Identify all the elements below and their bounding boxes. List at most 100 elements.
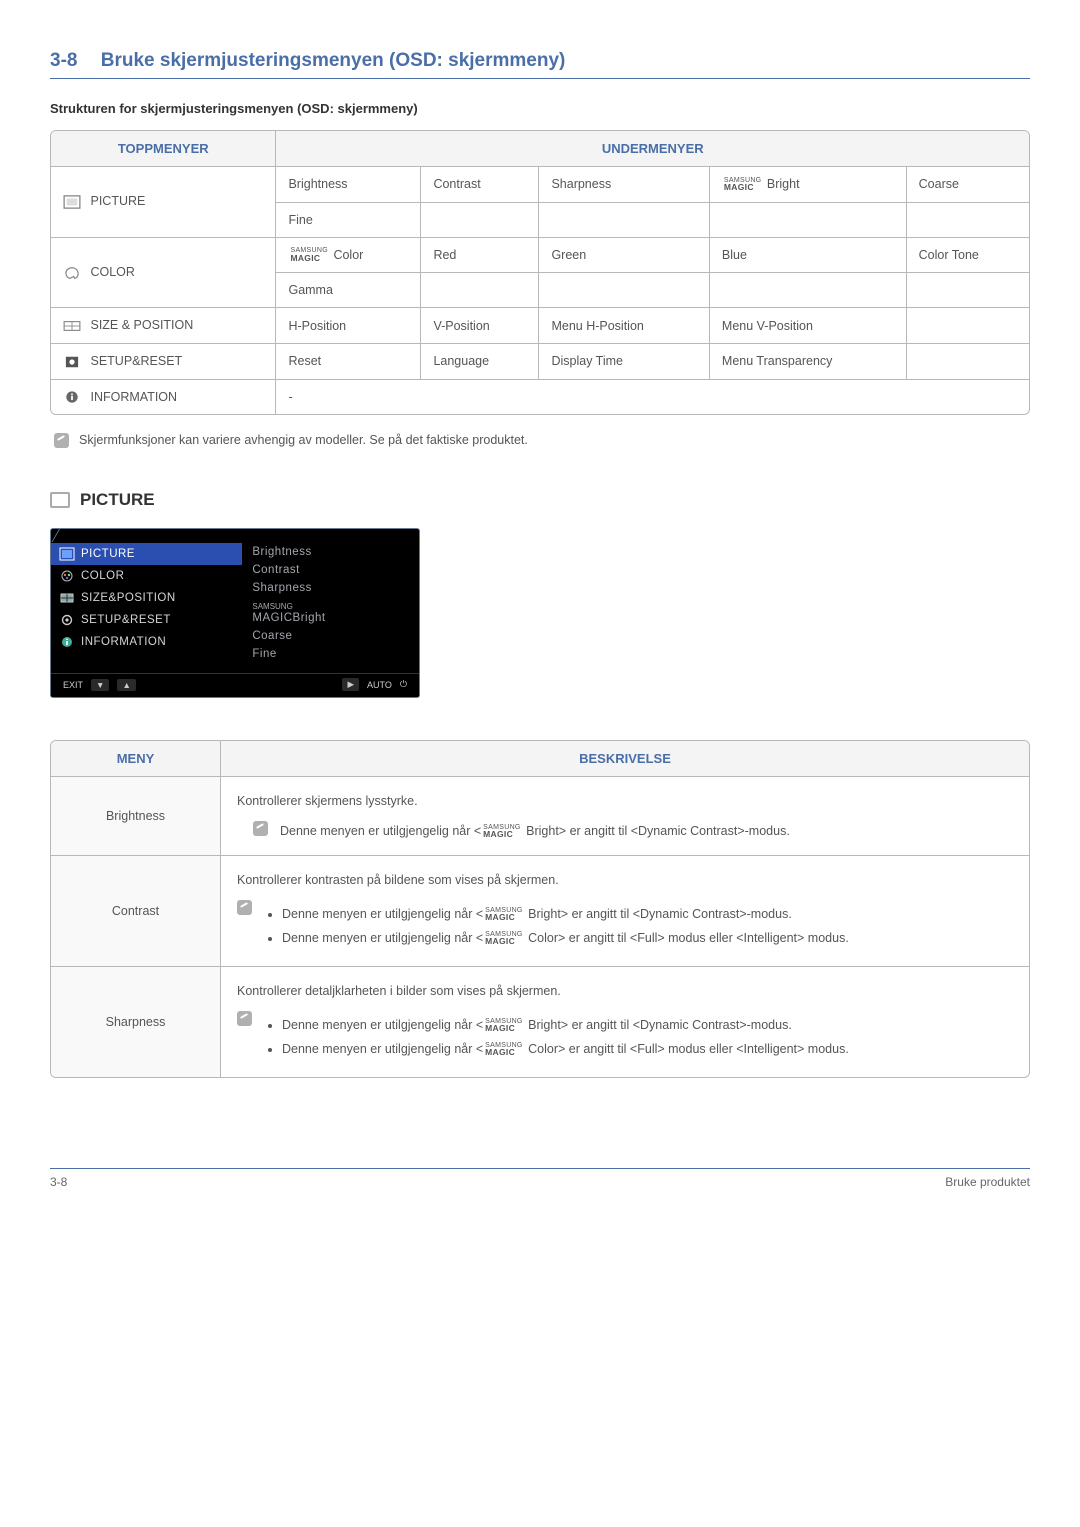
table-cell: Blue <box>710 238 907 274</box>
table-cell: H-Position <box>276 308 421 344</box>
osd-footer: EXIT ▼ ▲ ▶ AUTO ⏻ <box>51 673 419 697</box>
table-cell <box>539 273 709 308</box>
osd-info-icon <box>59 635 75 649</box>
picture-heading-icon <box>50 492 70 508</box>
setupreset-icon <box>63 355 81 369</box>
section-title: Bruke skjermjusteringsmenyen (OSD: skjer… <box>101 50 566 71</box>
sizeposition-icon <box>63 319 81 333</box>
desc-brightness: Kontrollerer skjermens lysstyrke. Denne … <box>221 777 1029 856</box>
table-cell <box>539 203 709 238</box>
osd-down-icon: ▼ <box>91 679 109 691</box>
list-item: Denne menyen er utilgjengelig når <SAMSU… <box>282 1015 849 1035</box>
color-icon <box>63 266 81 280</box>
table-cell: V-Position <box>421 308 539 344</box>
topmenu-color: COLOR <box>51 238 276 309</box>
note-icon <box>237 1011 252 1026</box>
table-cell <box>710 273 907 308</box>
osd-play-icon: ▶ <box>342 678 359 691</box>
table-cell: Contrast <box>421 167 539 203</box>
th-beskrivelse: BESKRIVELSE <box>221 741 1029 777</box>
desc-lead: Kontrollerer skjermens lysstyrke. <box>237 791 1013 811</box>
table-cell <box>907 344 1029 380</box>
footer-right: Bruke produktet <box>945 1175 1030 1189</box>
list-item: Denne menyen er utilgjengelig når <SAMSU… <box>282 1039 849 1059</box>
osd-left-menu: PICTURE COLOR SIZE&POSITION SETUP&RESET … <box>51 541 242 669</box>
information-icon <box>63 390 81 404</box>
osd-item-picture: PICTURE <box>51 543 242 565</box>
table-cell: Gamma <box>276 273 421 308</box>
table-cell: Brightness <box>276 167 421 203</box>
osd-sizepos-icon <box>59 591 75 605</box>
table-cell <box>907 203 1029 238</box>
table-cell: Menu H-Position <box>539 308 709 344</box>
osd-sub: Coarse <box>252 627 409 645</box>
table-cell: Color Tone <box>907 238 1029 274</box>
note-icon <box>237 900 252 915</box>
table-cell <box>907 273 1029 308</box>
table-cell <box>907 308 1029 344</box>
table-cell: - <box>276 380 1029 415</box>
table-cell: Red <box>421 238 539 274</box>
table-cell: Display Time <box>539 344 709 380</box>
osd-item-information: INFORMATION <box>51 631 242 653</box>
osd-right-submenu: Brightness Contrast Sharpness SAMSUNGMAG… <box>242 541 419 669</box>
osd-exit: EXIT <box>63 680 83 690</box>
section-number: 3-8 <box>50 50 77 71</box>
table-cell: Reset <box>276 344 421 380</box>
section-heading: 3-8 Bruke skjermjusteringsmenyen (OSD: s… <box>50 50 1030 79</box>
topmenu-information: INFORMATION <box>51 380 276 415</box>
table-cell <box>710 203 907 238</box>
osd-item-sizeposition: SIZE&POSITION <box>51 587 242 609</box>
table-cell: Green <box>539 238 709 274</box>
picture-icon <box>63 195 81 209</box>
list-item: Denne menyen er utilgjengelig når <SAMSU… <box>282 928 849 948</box>
desc-note-list: Denne menyen er utilgjengelig når <SAMSU… <box>264 1011 849 1063</box>
desc-lead: Kontrollerer kontrasten på bildene som v… <box>237 870 1013 890</box>
table-cell: Language <box>421 344 539 380</box>
osd-setup-icon <box>59 613 75 627</box>
osd-power-icon: ⏻ <box>400 679 407 690</box>
osd-picture-icon <box>59 547 75 561</box>
osd-sub: Contrast <box>252 561 409 579</box>
topmenu-sizeposition: SIZE & POSITION <box>51 308 276 344</box>
osd-sub: Sharpness <box>252 579 409 597</box>
meny-contrast: Contrast <box>51 856 221 967</box>
meny-brightness: Brightness <box>51 777 221 856</box>
note-line: Skjermfunksjoner kan variere avhengig av… <box>54 433 1030 448</box>
table-cell: SAMSUNGMAGIC Bright <box>710 167 907 203</box>
osd-item-color: COLOR <box>51 565 242 587</box>
osd-screenshot: PICTURE COLOR SIZE&POSITION SETUP&RESET … <box>50 528 420 698</box>
meny-sharpness: Sharpness <box>51 967 221 1077</box>
table-cell: Sharpness <box>539 167 709 203</box>
picture-heading-text: PICTURE <box>80 490 155 510</box>
desc-contrast: Kontrollerer kontrasten på bildene som v… <box>221 856 1029 967</box>
topmenu-picture: PICTURE <box>51 167 276 238</box>
table-cell <box>421 273 539 308</box>
table-cell: SAMSUNGMAGIC Color <box>276 238 421 274</box>
list-item: Denne menyen er utilgjengelig når <SAMSU… <box>282 904 849 924</box>
desc-lead: Kontrollerer detaljklarheten i bilder so… <box>237 981 1013 1001</box>
th-meny: MENY <box>51 741 221 777</box>
topmenu-setupreset: SETUP&RESET <box>51 344 276 380</box>
desc-note-list: Denne menyen er utilgjengelig når <SAMSU… <box>264 900 849 952</box>
osd-sub: Brightness <box>252 543 409 561</box>
osd-auto: AUTO <box>367 680 392 690</box>
note-icon <box>253 821 268 836</box>
osd-sub: SAMSUNGMAGICBright <box>252 597 409 627</box>
osd-item-setupreset: SETUP&RESET <box>51 609 242 631</box>
osd-sub: Fine <box>252 645 409 663</box>
desc-sharpness: Kontrollerer detaljklarheten i bilder so… <box>221 967 1029 1077</box>
samsung-magic-logo: SAMSUNGMAGIC <box>724 178 762 192</box>
note-text: Skjermfunksjoner kan variere avhengig av… <box>79 433 528 447</box>
table-cell: Fine <box>276 203 421 238</box>
samsung-magic-logo: SAMSUNGMAGIC <box>290 248 328 262</box>
picture-heading: PICTURE <box>50 490 1030 510</box>
osd-up-icon: ▲ <box>117 679 135 691</box>
description-table: MENY BESKRIVELSE Brightness Kontrollerer… <box>50 740 1030 1078</box>
table-cell: Menu V-Position <box>710 308 907 344</box>
menu-structure-table: TOPPMENYER UNDERMENYER PICTURE Brightnes… <box>50 130 1030 415</box>
table-cell: Menu Transparency <box>710 344 907 380</box>
note-icon <box>54 433 69 448</box>
desc-note-text: Denne menyen er utilgjengelig når <SAMSU… <box>280 821 790 841</box>
osd-color-icon <box>59 569 75 583</box>
